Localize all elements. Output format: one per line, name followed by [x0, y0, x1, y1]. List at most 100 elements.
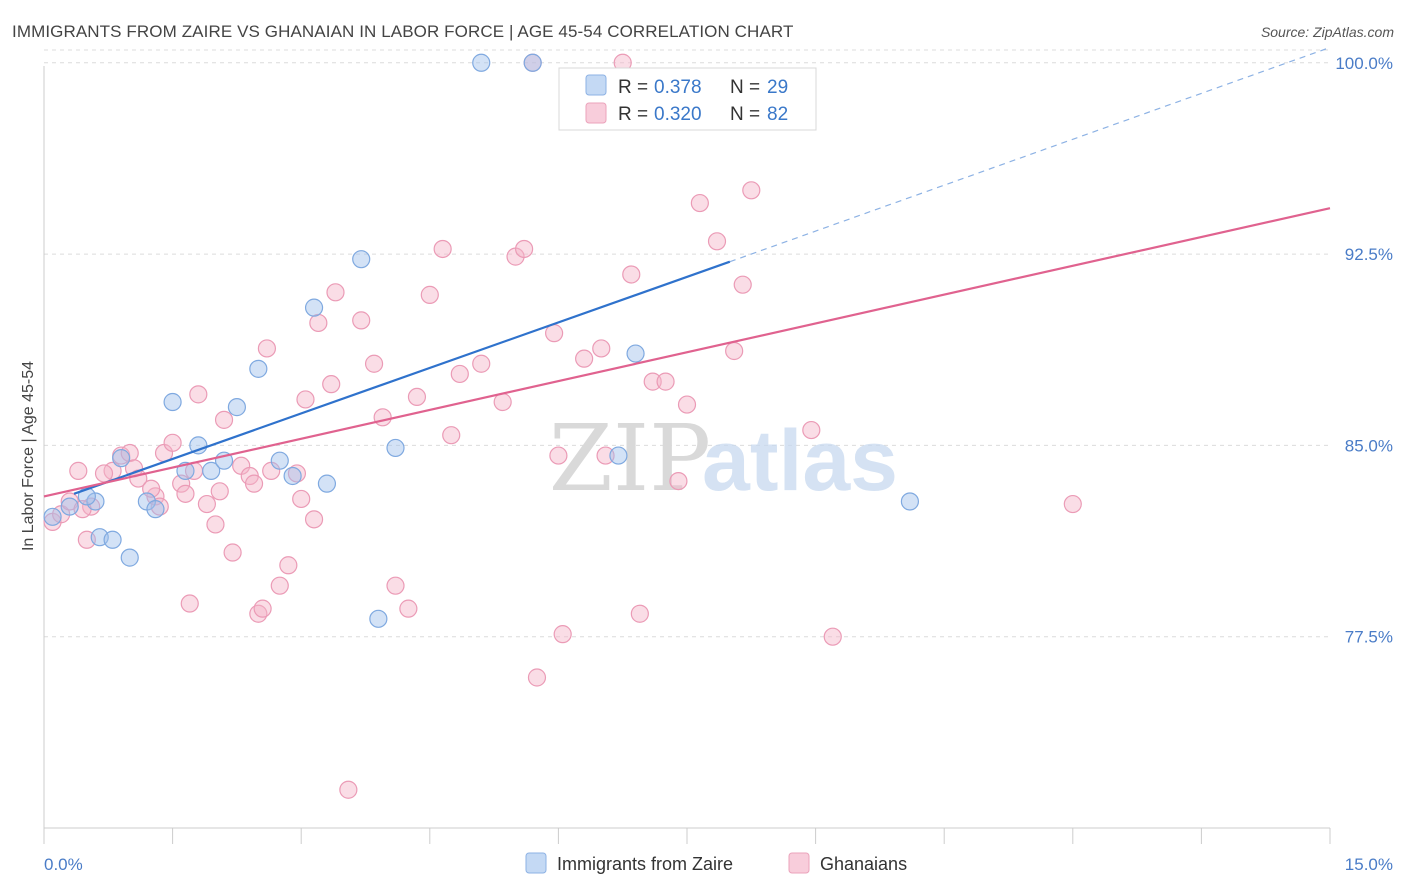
ghanaian-point: [515, 239, 534, 259]
y-tick-label: 100.0%: [1335, 54, 1393, 73]
zaire-point: [386, 438, 405, 458]
ghanaian-point: [450, 364, 469, 384]
ghanaian-point: [690, 193, 709, 213]
ghanaian-point: [802, 420, 821, 440]
ghanaian-point: [472, 354, 491, 373]
ghanaian-point: [326, 283, 345, 302]
ghanaian-point: [707, 232, 727, 251]
legend-r-value-ghanaians: 0.320: [654, 104, 702, 125]
zaire-trend-extension: [729, 46, 1331, 263]
ghanaian-point: [596, 446, 615, 465]
ghanaian-point: [399, 599, 418, 618]
ghanaian-point: [257, 339, 277, 358]
zaire-point: [202, 461, 221, 480]
ghanaian-point: [197, 494, 216, 514]
y-tick-label: 77.5%: [1345, 628, 1393, 647]
zaire-point: [227, 398, 246, 417]
ghanaian-point: [656, 372, 675, 391]
y-axis-title: In Labor Force | Age 45-54: [20, 361, 37, 551]
zaire-point: [352, 250, 371, 269]
ghanaian-point: [823, 627, 842, 646]
zaire-point: [626, 344, 645, 363]
zaire-point: [369, 609, 388, 628]
axes: [43, 66, 1331, 844]
ghanaian-point: [292, 489, 311, 509]
series-legend-swatch-ghanaians: [788, 852, 810, 874]
zaire-point: [103, 530, 122, 549]
ghanaian-point: [493, 392, 512, 412]
zaire-point: [112, 449, 131, 468]
watermark-atlas: atlas: [702, 413, 898, 509]
ghanaian-point: [592, 339, 611, 358]
zaire-point: [43, 507, 62, 526]
legend-swatch-zaire: [585, 74, 607, 96]
ghanaian-point: [214, 410, 234, 429]
stats-legend: R = 0.378 N = 29 R = 0.320 N = 82: [558, 67, 817, 131]
ghanaian-point: [189, 385, 208, 404]
ghanaian-point: [176, 484, 195, 503]
ghanaian-point: [407, 387, 427, 407]
ghanaian-point: [206, 515, 225, 534]
ghanaian-point: [296, 390, 315, 409]
zaire-point: [304, 298, 324, 317]
legend-r-label-ghanaians: R =: [618, 104, 648, 125]
trend-lines: [43, 46, 1331, 498]
ghanaian-point: [180, 594, 199, 613]
legend-r-label-zaire: R =: [618, 77, 648, 98]
zaire-point: [146, 500, 165, 519]
ghanaian-point: [304, 510, 324, 529]
watermark-zip: ZIP: [549, 405, 711, 512]
ghanaian-point: [575, 349, 594, 368]
ghanaian-point: [163, 433, 182, 452]
ghanaian-point: [553, 625, 572, 644]
ghanaian-point: [433, 239, 452, 259]
legend-r-value-zaire: 0.378: [654, 77, 702, 98]
ghanaian-point: [643, 372, 662, 391]
x-tick-label-min: 0.0%: [44, 855, 83, 874]
gridlines: [44, 49, 1330, 638]
ghanaian-point: [352, 311, 371, 330]
zaire-point: [472, 53, 491, 72]
ghanaian-point: [339, 780, 358, 799]
zaire-point: [189, 436, 208, 455]
ghanaian-point: [253, 599, 272, 618]
ghanaian-point: [442, 426, 461, 445]
series-legend-label-ghanaians: Ghanaians: [820, 854, 907, 874]
ghanaian-point: [1063, 494, 1082, 514]
legend-n-value-ghanaians: 82: [767, 104, 788, 125]
ghanaian-point: [364, 354, 384, 373]
ghanaian-point: [527, 668, 547, 687]
legend-swatch-ghanaians: [585, 102, 607, 124]
series-legend-label-zaire: Immigrants from Zaire: [557, 854, 733, 874]
ghanaian-point: [309, 313, 328, 333]
ghanaian-point: [386, 576, 405, 595]
ghanaian-point: [622, 265, 641, 284]
y-tick-label: 85.0%: [1345, 436, 1393, 455]
zaire-point: [317, 474, 337, 493]
legend-n-value-zaire: 29: [767, 77, 788, 98]
x-tick-label-max: 15.0%: [1345, 855, 1393, 874]
zaire-trend-line: [73, 260, 731, 495]
ghanaian-point: [669, 471, 688, 491]
source-credit: Source: ZipAtlas.com: [1260, 24, 1394, 40]
series-legend-swatch-zaire: [525, 852, 547, 874]
data-points: [43, 53, 1082, 799]
zaire-point: [163, 392, 182, 412]
ghanaian-point: [677, 395, 697, 414]
ghanaian-point: [223, 543, 242, 562]
ghanaian-point: [322, 375, 341, 394]
zaire-point: [270, 451, 289, 470]
ghanaian-point: [69, 461, 88, 480]
zaire-point: [609, 446, 628, 465]
ghanaian-trend-line: [43, 207, 1331, 498]
y-tick-label: 92.5%: [1345, 245, 1393, 264]
ghanaian-point: [210, 482, 229, 501]
ghanaian-point: [725, 341, 744, 361]
chart-title: IMMIGRANTS FROM ZAIRE VS GHANAIAN IN LAB…: [12, 22, 794, 41]
ghanaian-point: [630, 604, 649, 623]
y-tick-labels: 77.5% 85.0% 92.5% 100.0%: [1335, 54, 1393, 647]
ghanaian-point: [94, 464, 114, 483]
ghanaian-point: [420, 285, 439, 304]
ghanaian-point: [742, 181, 761, 200]
